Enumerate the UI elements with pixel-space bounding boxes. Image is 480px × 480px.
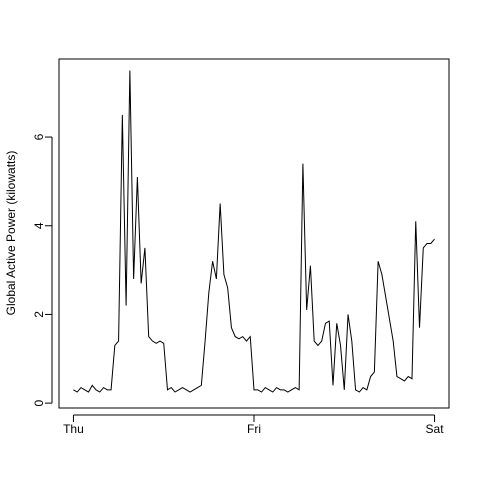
y-tick-label: 2 — [32, 311, 46, 318]
y-tick-label: 0 — [32, 399, 46, 406]
x-tick-label: Thu — [63, 422, 84, 436]
x-tick-label: Sat — [426, 422, 445, 436]
data-line — [73, 70, 435, 393]
y-tick-label: 6 — [32, 133, 46, 140]
y-axis-label: Global Active Power (kilowatts) — [4, 151, 18, 316]
x-tick-label: Fri — [247, 422, 261, 436]
y-tick-label: 4 — [32, 222, 46, 229]
plot-box — [58, 58, 450, 409]
